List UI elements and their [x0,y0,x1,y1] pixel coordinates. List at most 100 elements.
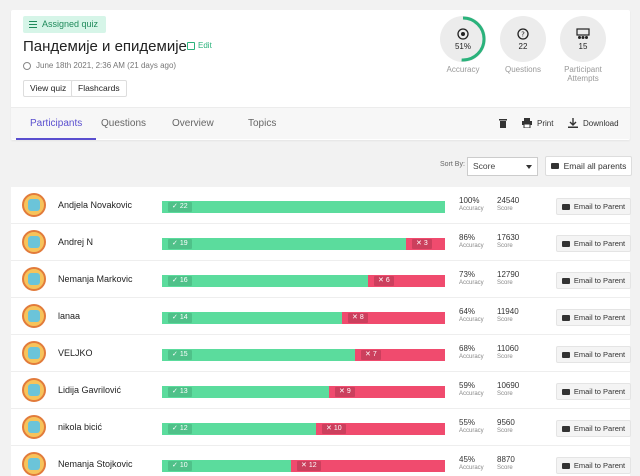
attempts-value: 15 [578,41,588,51]
participant-score: 17630 Score [497,233,519,250]
badge-label: Assigned quiz [42,19,99,29]
score-bar: ✓ 13 ✕ 9 [162,386,445,398]
attempts-stat: 15 Participant Attempts [559,16,607,83]
tab-participants[interactable]: Participants [16,108,97,140]
participant-name[interactable]: Nemanja Markovic [58,274,133,284]
email-all-parents-button[interactable]: Email all parents [545,156,632,176]
attempts-circle: 15 [560,16,606,62]
email-to-parent-button[interactable]: Email to Parent [556,198,631,215]
email-to-parent-button[interactable]: Email to Parent [556,235,631,252]
view-quiz-button[interactable]: View quiz [23,80,74,97]
correct-segment [162,386,329,398]
email-to-parent-button[interactable]: Email to Parent [556,272,631,289]
edit-link[interactable]: Edit [187,41,212,50]
participant-row[interactable]: lanaa ✓ 14 ✕ 8 64% Accuracy 11940 Score Email t… [11,298,631,335]
tab-questions[interactable]: Questions [101,118,147,129]
tabs-bar: Participants Questions Overview Topics P… [11,107,630,140]
accuracy-value: 55% [459,418,476,427]
participant-row[interactable]: nikola bicić ✓ 12 ✕ 10 55% Accuracy 9560 Score… [11,409,631,446]
email-to-parent-label: Email to Parent [573,387,626,396]
participant-accuracy: 86% Accuracy [459,233,484,250]
wrong-value: 3 [423,240,428,247]
wrong-value: 12 [308,462,317,469]
email-to-parent-label: Email to Parent [573,461,626,470]
email-to-parent-button[interactable]: Email to Parent [556,309,631,326]
questions-label: Questions [504,65,542,74]
correct-value: 19 [179,240,188,247]
email-to-parent-label: Email to Parent [573,313,626,322]
download-button[interactable]: Download [568,118,619,128]
accuracy-value: 100% [459,196,480,205]
correct-segment [162,201,445,213]
accuracy-caption: Accuracy [459,428,484,434]
avatar-image [28,236,40,248]
tab-topics[interactable]: Topics [248,118,277,129]
participant-name[interactable]: Lidija Gavrilović [58,385,122,395]
print-button[interactable]: Print [522,118,553,128]
correct-value: 15 [179,351,188,358]
correct-segment [162,423,316,435]
participant-name[interactable]: Andjela Novakovic [58,200,133,210]
delete-button[interactable] [499,118,507,128]
score-bar: ✓ 10 ✕ 12 [162,460,445,472]
participant-row[interactable]: Nemanja Markovic ✓ 16 ✕ 6 73% Accuracy 12790 S… [11,261,631,298]
score-value: 8870 [497,455,515,464]
score-bar: ✓ 19 ✕ 3 [162,238,445,250]
wrong-count: ✕ 3 [412,239,432,249]
score-value: 24540 [497,196,520,205]
list-icon [29,21,37,28]
envelope-icon [561,462,570,469]
envelope-icon [561,425,570,432]
wrong-count: ✕ 6 [374,276,394,286]
flashcards-button[interactable]: Flashcards [71,80,127,97]
sort-select[interactable]: Score [467,157,538,176]
email-to-parent-button[interactable]: Email to Parent [556,346,631,363]
participant-row[interactable]: Andrej N ✓ 19 ✕ 3 86% Accuracy 17630 Score Emai… [11,224,631,261]
participant-name[interactable]: lanaa [58,311,81,321]
participant-score: 11940 Score [497,307,519,324]
participant-name[interactable]: Andrej N [58,237,94,247]
svg-text:?: ? [521,30,525,38]
correct-count: ✓ 15 [168,350,192,360]
participant-name[interactable]: VELJKO [58,348,93,358]
email-to-parent-button[interactable]: Email to Parent [556,457,631,474]
email-to-parent-label: Email to Parent [573,239,626,248]
envelope-icon [561,203,570,210]
participant-accuracy: 64% Accuracy [459,307,484,324]
quiz-title: Пандемије и епидемије [23,38,187,55]
email-to-parent-button[interactable]: Email to Parent [556,383,631,400]
correct-count: ✓ 13 [168,387,192,397]
participant-row[interactable]: Andjela Novakovic ✓ 22 100% Accuracy 24540 Sc… [11,187,631,224]
avatar [22,341,46,365]
wrong-count: ✕ 10 [322,424,346,434]
participant-name[interactable]: Nemanja Stojkovic [58,459,133,469]
wrong-count: ✕ 9 [335,387,355,397]
score-bar: ✓ 14 ✕ 8 [162,312,445,324]
correct-segment [162,275,368,287]
accuracy-circle: 51% [440,16,486,62]
score-bar: ✓ 12 ✕ 10 [162,423,445,435]
correct-segment [162,349,355,361]
participant-row[interactable]: Lidija Gavrilović ✓ 13 ✕ 9 59% Accuracy 10690… [11,372,631,409]
participant-row[interactable]: Nemanja Stojkovic ✓ 10 ✕ 12 45% Accuracy 8870… [11,446,631,476]
score-caption: Score [497,354,513,360]
participant-name[interactable]: nikola bicić [58,422,103,432]
tab-overview[interactable]: Overview [172,118,214,129]
correct-value: 10 [179,462,188,469]
correct-value: 16 [179,277,188,284]
users-icon [576,27,590,39]
participant-row[interactable]: VELJKO ✓ 15 ✕ 7 68% Accuracy 11060 Score Email … [11,335,631,372]
score-value: 9560 [497,418,515,427]
wrong-count: ✕ 7 [361,350,381,360]
accuracy-value: 73% [459,270,476,279]
avatar [22,230,46,254]
accuracy-ring [440,16,486,62]
wrong-value: 10 [333,425,342,432]
avatar-image [28,199,40,211]
participant-score: 11060 Score [497,344,519,361]
score-bar: ✓ 16 ✕ 6 [162,275,445,287]
score-caption: Score [497,206,513,212]
email-to-parent-button[interactable]: Email to Parent [556,420,631,437]
envelope-icon [561,388,570,395]
accuracy-value: 68% [459,344,476,353]
